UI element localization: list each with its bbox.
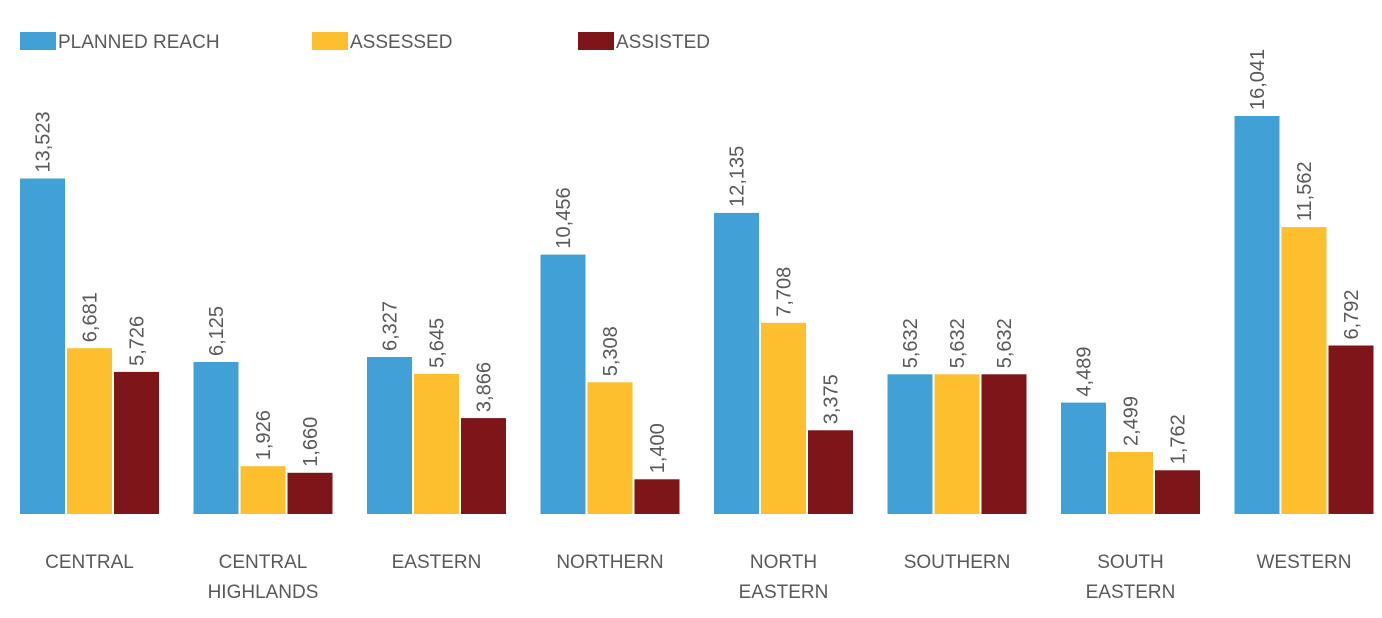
legend-item: ASSISTED [578,32,710,53]
bar [714,212,759,514]
legend-item: ASSESSED [312,32,452,53]
bar-value-label: 1,762 [1168,414,1190,464]
category-label-line: SOUTHERN [904,552,1011,573]
bar [981,374,1027,514]
legend-swatch [312,32,348,50]
category-label: SOUTH EASTERN [1086,552,1176,603]
legend: PLANNED REACH ASSESSED ASSISTED [20,32,710,53]
bar [114,371,159,514]
bar [934,374,980,514]
category-label: SOUTHERN [904,552,1011,573]
bar-value-label: 3,375 [821,374,843,424]
bar-value-label: 6,792 [1341,289,1363,339]
legend-item: PLANNED REACH [20,32,220,53]
category-label-line: CENTRAL [219,552,308,573]
bar [1328,345,1374,514]
category-label-line: NORTH [750,552,817,573]
category-label: EASTERN [392,552,482,573]
bar [367,357,412,514]
value-labels: 13,523 6,681 5,726 6,125 1,926 1,660 6,327 5,64… [33,49,1364,473]
bar-value-label: 5,632 [900,318,922,368]
category-label: WESTERN [1257,552,1352,573]
category-label-line: SOUTH [1097,552,1164,573]
bars [20,116,1374,514]
bar [20,178,65,514]
bar [240,466,286,514]
bar-value-label: 1,400 [647,423,669,473]
bar [1155,470,1200,514]
bar-value-label: 6,125 [206,306,228,356]
category-label-line: WESTERN [1257,552,1352,573]
category-label-line: NORTHERN [556,552,663,573]
bar-value-label: 10,456 [553,187,575,248]
bar-value-label: 1,660 [300,417,322,467]
category-label-line: EASTERN [1086,582,1176,603]
bar-value-label: 5,645 [427,318,449,368]
category-label-line: HIGHLANDS [208,582,319,603]
category-label: NORTH EASTERN [739,552,829,603]
category-label: NORTHERN [556,552,663,573]
category-labels: CENTRAL CENTRAL HIGHLANDS EASTERN NORTHERN NO… [45,552,1351,603]
bar-value-label: 16,041 [1247,49,1269,110]
category-label-line: EASTERN [392,552,482,573]
category-label-line: EASTERN [739,582,829,603]
bar [461,418,506,514]
bar-value-label: 5,632 [947,318,969,368]
bar-value-label: 4,489 [1074,347,1096,397]
category-label: CENTRAL HIGHLANDS [208,552,319,603]
legend-label: PLANNED REACH [58,32,220,53]
bar-value-label: 1,926 [253,410,275,460]
bar [540,254,586,514]
legend-label: ASSISTED [616,32,710,53]
bar [67,348,112,514]
bar-value-label: 5,632 [994,318,1016,368]
bar [887,374,933,514]
bar-value-label: 6,327 [380,301,402,351]
bar [414,373,459,514]
bar-value-label: 5,726 [127,316,149,366]
bar-value-label: 5,308 [600,326,622,376]
bar-value-label: 13,523 [33,111,55,172]
bar [1234,116,1280,514]
bar-value-label: 3,866 [474,362,496,412]
category-label-line: CENTRAL [45,552,134,573]
bar [1281,227,1327,514]
bar [193,362,239,514]
bar-value-label: 11,562 [1294,161,1316,221]
category-label: CENTRAL [45,552,134,573]
bar [808,430,853,514]
bar [1108,452,1153,514]
bar [761,322,806,514]
bar [1061,402,1106,514]
bar-value-label: 6,681 [80,292,102,342]
bar [287,472,333,514]
bar-value-label: 2,499 [1121,396,1143,446]
legend-label: ASSESSED [350,32,452,53]
legend-swatch [578,32,614,50]
bar [634,479,680,514]
bar-value-label: 12,135 [727,146,749,207]
legend-swatch [20,32,56,50]
bar-value-label: 7,708 [774,267,796,317]
bar [587,382,633,514]
